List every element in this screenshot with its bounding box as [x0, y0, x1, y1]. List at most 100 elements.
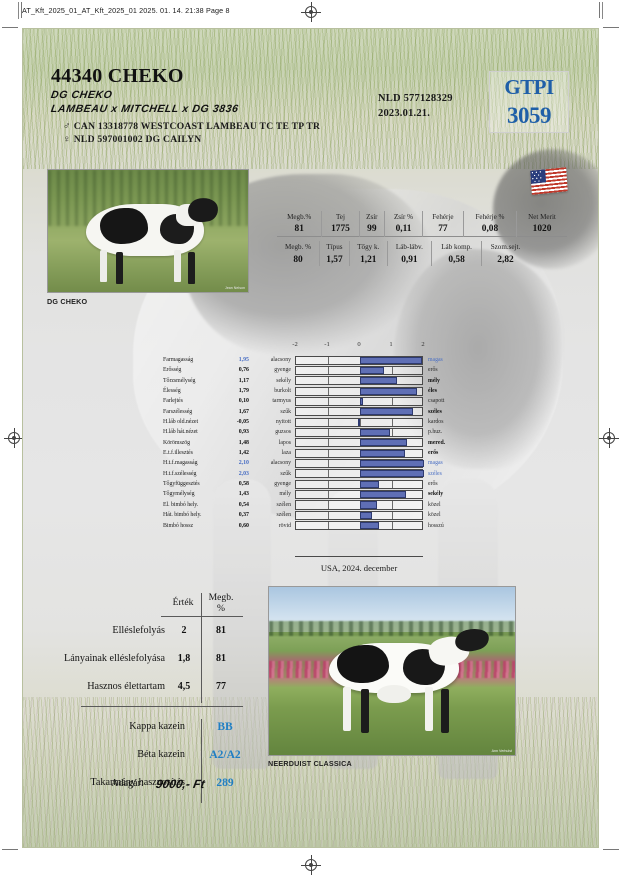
bull-short-name: DG CHEKO	[50, 89, 114, 101]
trait-low-label: alacsony	[270, 357, 291, 363]
linear-trait-row: Bimbó hossz 0,60 rövid hosszú	[163, 521, 483, 531]
gridline	[392, 522, 393, 530]
table-divider	[81, 706, 243, 707]
trait-high-label: széles	[428, 408, 442, 415]
nld-registration-id: NLD 577128329	[378, 93, 453, 104]
value-feherje-pct: 0,08	[462, 223, 517, 236]
price-row: Adagár: 9000,- Ft	[43, 774, 243, 794]
production-table-secondary: Megb. % Típus Tőgy k. Láb-lábv. Láb komp…	[277, 241, 529, 266]
trait-name: Tőgyfüggesztés	[163, 481, 200, 488]
edge-tick-left-top	[21, 2, 22, 18]
trait-value: 1,17	[238, 377, 249, 384]
trait-bar	[360, 449, 406, 457]
trait-value: 0,37	[238, 512, 249, 519]
trait-bar-track	[295, 428, 423, 438]
edge-tick-top-right	[603, 27, 619, 28]
gridline	[328, 460, 329, 468]
trait-bar	[360, 429, 390, 437]
usa-flag-icon	[530, 167, 568, 195]
gridline	[328, 356, 329, 364]
col-header-togy-k: Tőgy k.	[348, 241, 388, 253]
trait-name: H.láb hát.nézet	[163, 429, 198, 436]
trait-high-label: erős	[428, 450, 439, 457]
trait-name: Farszélesség	[163, 408, 193, 415]
linear-trait-row: Élesség 1,79 burkolt éles	[163, 386, 483, 396]
row-reliability: 81	[216, 625, 226, 636]
dam-cow-photo: Ann Verhulst	[268, 586, 516, 756]
trait-name: E.t.f.illesztés	[163, 450, 193, 457]
trait-high-label: csapott	[428, 398, 445, 405]
row-label: Takarmány hasznosítás	[90, 777, 185, 788]
trait-bar-track	[295, 469, 424, 479]
trait-high-label: hosszú	[428, 522, 444, 529]
col-header-tej: Tej	[321, 211, 359, 223]
trait-value: 0,54	[238, 501, 249, 508]
trait-name: H.láb old.nézet	[163, 419, 199, 426]
bull-title: 44340 CHEKO	[51, 65, 184, 87]
col-header-feherje-pct: Fehérje %	[462, 211, 517, 223]
genetic-table-row: Takarmány hasznosítás 289	[43, 769, 243, 797]
value-zsir-pct: 0,11	[384, 223, 423, 236]
trait-value: 0,60	[238, 522, 249, 529]
trait-bar-track	[295, 438, 423, 448]
trait-value: 1,95	[238, 357, 249, 363]
trait-bar	[360, 522, 380, 530]
trait-high-label: kardos	[428, 419, 444, 426]
value-feherje: 77	[421, 223, 464, 236]
value-zsir: 99	[358, 223, 385, 236]
table-vertical-divider	[201, 593, 202, 703]
health-traits-table: Érték Megb.% Elléslefolyás 2 81 Lányainak ell…	[43, 589, 243, 803]
table-value-row: 81 1775 99 0,11 77 0,08 1020	[277, 223, 567, 236]
linear-trait-chart: Farmagasság 1,95 alacsony magas Erősség 0,76 g…	[163, 355, 483, 545]
row-value: 289	[216, 777, 234, 789]
gridline	[392, 366, 393, 375]
trait-value: 0,93	[238, 429, 249, 436]
col-header-tipus: Típus	[319, 241, 350, 253]
trait-high-label: mered.	[428, 439, 446, 446]
trait-low-label: alacsony	[270, 460, 291, 467]
gridline	[392, 429, 393, 437]
trait-high-label: p.huz.	[428, 429, 443, 436]
trait-bar	[358, 418, 361, 426]
value-megb: 81	[294, 224, 304, 235]
col-header-szom-sejt: Szom.sejt.	[480, 241, 529, 253]
cow-photo-caption: NEERDUIST CLASSICA	[268, 759, 352, 768]
trait-bar	[360, 491, 406, 499]
trait-bar	[360, 366, 385, 375]
col-header-net-merit: Net Merit	[516, 211, 567, 223]
dam-text: NLD 597001002 DG CAILYN	[73, 134, 202, 145]
gridline	[328, 387, 329, 395]
gridline	[328, 408, 329, 416]
trait-value: 1,79	[238, 388, 249, 395]
trait-name: Tőgymélység	[163, 491, 195, 498]
axis-tick-neg1: -1	[324, 341, 330, 348]
row-value: BB	[217, 721, 233, 733]
linear-trait-row: Farmagasság 1,95 alacsony magas	[163, 355, 483, 365]
trait-value: 1,48	[238, 439, 249, 446]
trait-value: 0,10	[238, 398, 249, 405]
value-net-merit: 1020	[516, 223, 567, 236]
gridline	[392, 501, 393, 509]
linear-chart-axis: -2 -1 0 1 2	[163, 341, 483, 355]
gridline	[392, 418, 393, 426]
value-megb2: 80	[293, 254, 303, 265]
trait-bar-track	[295, 479, 423, 489]
col-header-megb2: Megb. %	[285, 243, 312, 251]
trait-low-label: szélen	[276, 512, 291, 519]
trait-bar	[360, 356, 423, 364]
trait-bar	[360, 439, 408, 447]
value-lab-labv: 0,91	[386, 253, 432, 266]
trait-bar	[360, 408, 414, 416]
linear-trait-row: Tőgyfüggesztés 0,58 gyenge erős	[163, 479, 483, 489]
gridline	[328, 429, 329, 437]
trait-bar	[360, 501, 378, 509]
value-tej: 1775	[321, 223, 359, 236]
bull-catalog-poster: 44340 CHEKO DG CHEKO LAMBEAU x MITCHELL …	[22, 28, 599, 848]
table-value-row: 80 1,57 1,21 0,91 0,58 2,82	[277, 253, 529, 266]
linear-trait-row: Körömszög 1,48 lapos mered.	[163, 438, 483, 448]
price-label: Adagár:	[111, 778, 144, 789]
col-header-lab-labv: Láb-lábv.	[386, 241, 432, 253]
linear-trait-row: Erősség 0,76 gyenge erős	[163, 365, 483, 376]
header-tick-left	[18, 2, 19, 19]
trait-high-label: erős	[428, 367, 438, 374]
